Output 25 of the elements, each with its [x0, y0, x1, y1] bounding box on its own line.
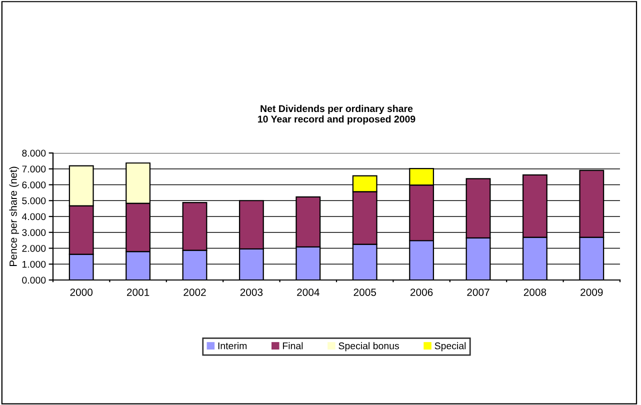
y-tick-label: 8.000 — [22, 150, 46, 157]
x-tick-label: 2003 — [240, 288, 263, 296]
y-tick-label: 1.000 — [22, 260, 46, 268]
x-tick-label: 2008 — [524, 288, 546, 296]
x-tick-label: 2000 — [70, 288, 93, 296]
y-tick-label: 7.000 — [22, 166, 46, 172]
x-tick-label: 2007 — [467, 288, 490, 296]
y-tick-label: 6.000 — [22, 181, 46, 188]
legend-label: Interim — [218, 342, 247, 350]
x-tick-label: 2009 — [580, 288, 603, 296]
legend-label: Special bonus — [338, 342, 399, 352]
y-axis-title: Pence per share (net) — [9, 166, 19, 266]
x-tick-label: 2001 — [126, 288, 150, 296]
x-tick-label: 2006 — [410, 288, 433, 296]
legend-label: Final — [282, 342, 303, 350]
y-tick-label: 3.000 — [22, 229, 46, 236]
y-tick-label: 5.000 — [22, 197, 46, 204]
x-tick-label: 2002 — [184, 288, 206, 296]
y-tick-label: 0.000 — [22, 276, 46, 284]
x-tick-label: 2004 — [297, 288, 320, 296]
x-tick-label: 2005 — [354, 288, 376, 296]
y-tick-label: 4.000 — [22, 213, 46, 220]
chart-title: Net Dividends per ordinary share 10 Year record and proposed 2009 — [258, 104, 416, 124]
y-tick-label: 2.000 — [22, 244, 46, 252]
legend-label: Special — [434, 342, 466, 352]
